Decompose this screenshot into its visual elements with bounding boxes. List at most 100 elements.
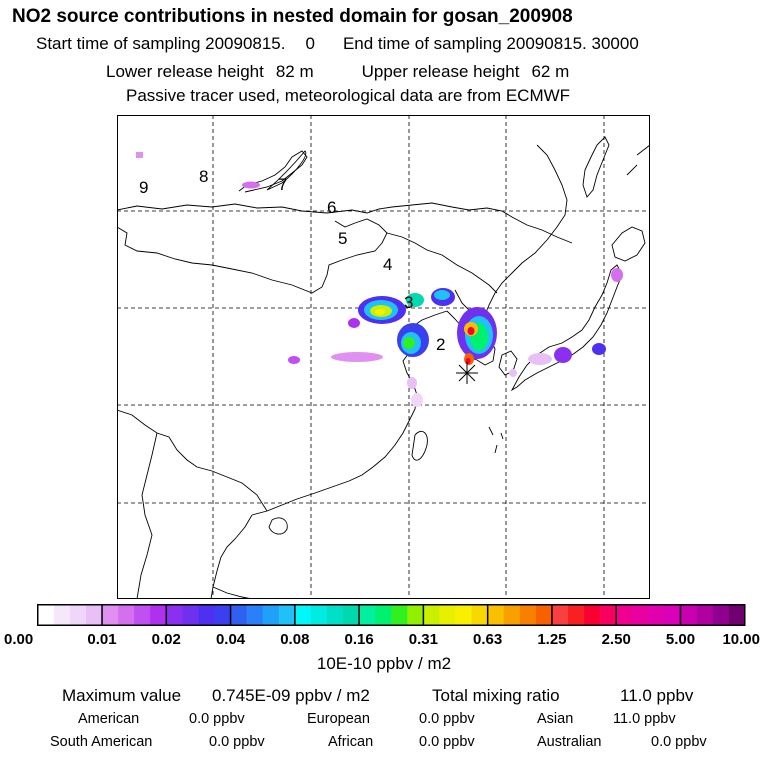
colorbar-cell: [118, 604, 135, 626]
colorbar-tick-label: 0.16: [344, 631, 374, 648]
colorbar-cell: [134, 604, 151, 626]
region-name: Australian: [537, 734, 602, 750]
colorbar-tick-label: 10.00: [722, 631, 760, 648]
laos-border: [136, 432, 158, 599]
map-panel: 9 8 7 6 5 4 3 2: [117, 115, 650, 599]
colorbar-tick-label: 5.00: [665, 631, 696, 648]
receptor-star-icon: [456, 362, 478, 384]
coastlines: [117, 136, 650, 599]
contour-label: 4: [383, 255, 392, 274]
no2-plume: [136, 152, 623, 407]
colorbar-cell: [359, 604, 376, 626]
plume-patch: [348, 318, 360, 328]
start-time-label: Start time of sampling 20090815.: [36, 34, 286, 53]
colorbar-cell: [503, 604, 521, 626]
plume-core: [406, 293, 424, 307]
contour-label: 5: [338, 229, 347, 248]
plume-patch: [411, 393, 423, 407]
plume-patch: [509, 369, 517, 377]
colorbar-cell: [584, 604, 601, 626]
region-value: 0.0 ppbv: [209, 734, 265, 750]
lat-lon-grid: [117, 115, 650, 599]
colorbar-tick-label: 0.01: [87, 631, 117, 648]
colorbar-cell: [551, 604, 569, 626]
region-name: Asian: [537, 711, 574, 727]
colorbar-cell: [696, 604, 713, 626]
colorbar-cell: [712, 604, 729, 626]
plume-core: [375, 309, 385, 315]
max-value: 0.745E-09 ppbv / m2: [212, 686, 370, 705]
colorbar-tick-label: 0.04: [215, 631, 246, 648]
china-inland-border: [117, 409, 268, 512]
plume-patch: [331, 352, 383, 362]
release-heights: Lower release height 82 m Upper release he…: [106, 62, 569, 82]
colorbar-tick-label: 0.02: [151, 631, 181, 648]
plume-core: [403, 337, 415, 349]
colorbar-cell: [85, 604, 103, 626]
hainan-island: [268, 517, 288, 535]
region-value: 0.0 ppbv: [419, 734, 475, 750]
plume-core: [434, 290, 450, 300]
total-mixing-value: 11.0 ppbv: [620, 686, 694, 705]
region-name: American: [78, 711, 140, 727]
colorbar-cell: [632, 604, 649, 626]
contour-label: 2: [436, 335, 445, 354]
colorbar-tick-label: 0.63: [473, 631, 503, 648]
baikal-lake: [266, 150, 307, 191]
sampling-times: Start time of sampling 20090815. 0 End tim…: [36, 34, 639, 54]
manchuria-border: [386, 232, 498, 294]
colorbar-cell: [600, 604, 617, 626]
plume-patch: [554, 347, 572, 363]
plume-patch: [611, 268, 623, 282]
russia-border: [117, 202, 573, 244]
colorbar: [37, 604, 746, 626]
colorbar-tick-label: 0.08: [280, 631, 310, 648]
colorbar-tick-label: 1.25: [537, 631, 567, 648]
plume-patch: [592, 343, 606, 355]
colorbar-cell: [246, 604, 264, 626]
colorbar-cell: [375, 604, 392, 626]
colorbar-cell: [310, 604, 328, 626]
region-name: South American: [50, 734, 153, 750]
colorbar-cell: [519, 604, 537, 626]
indochina-coast: [212, 586, 253, 599]
colorbar-cell: [423, 604, 440, 626]
siberia-coast: [238, 150, 308, 193]
contour-label: 8: [199, 167, 208, 186]
colorbar-cell: [69, 604, 87, 626]
colorbar-cell: [728, 604, 746, 626]
colorbar-cell: [294, 604, 312, 626]
lower-release-label: Lower release height: [106, 62, 264, 81]
colorbar-tick-label: 0.31: [408, 631, 438, 648]
plume-patch: [407, 377, 417, 389]
colorbar-tick-label: 2.50: [601, 631, 631, 648]
colorbar-cell: [680, 604, 697, 626]
colorbar-cell: [182, 604, 199, 626]
colorbar-cell: [343, 604, 360, 626]
colorbar-cell: [487, 604, 505, 626]
contour-label: 9: [139, 178, 148, 197]
colorbar-cell: [37, 604, 55, 626]
colorbar-cell: [53, 604, 71, 626]
max-value-label: Maximum value: [62, 686, 182, 705]
region-value: 0.0 ppbv: [189, 711, 245, 727]
colorbar-cell: [166, 604, 183, 626]
region-value: 11.0 ppbv: [613, 711, 676, 727]
total-mixing-label: Total mixing ratio: [432, 686, 560, 705]
region-name: African: [328, 734, 374, 750]
region-name: European: [307, 711, 370, 727]
colorbar-cell: [471, 604, 488, 626]
colorbar-cell: [102, 604, 119, 626]
upper-release-label: Upper release height: [361, 62, 520, 81]
colorbar-cell: [648, 604, 665, 626]
taiwan-island: [411, 431, 428, 461]
plume-patch: [136, 152, 143, 158]
colorbar-cell: [455, 604, 472, 626]
colorbar-frame: [37, 604, 746, 626]
colorbar-cell: [198, 604, 215, 626]
colorbar-cell: [326, 604, 344, 626]
contour-label: 6: [327, 198, 336, 217]
contour-label: 7: [278, 175, 287, 194]
map-title: NO2 source contributions in nested domai…: [12, 6, 573, 27]
end-time-label: End time of sampling 20090815. 30000: [342, 34, 639, 53]
